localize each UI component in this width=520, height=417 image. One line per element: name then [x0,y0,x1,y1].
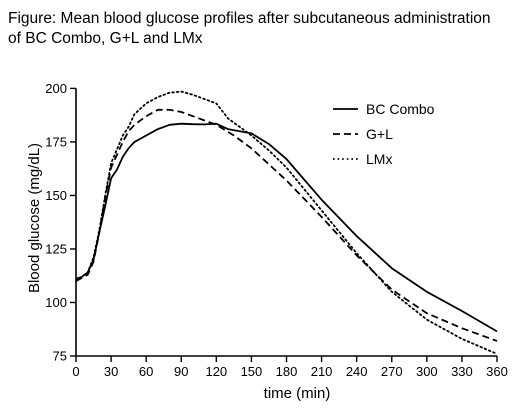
x-tick-label: 300 [416,364,438,379]
x-tick-label: 360 [486,364,508,379]
legend-label: G+L [366,126,393,142]
axes-group: 0 30 60 90 120 150 180 210 240 270 300 330 360 75 100 1… [45,81,508,379]
legend: BC Combo G+L LMx [333,101,435,167]
x-tick-label: 240 [346,364,368,379]
series-line-bc-combo [75,122,498,333]
x-tick-label: 120 [205,364,227,379]
figure-title: Figure: Mean blood glucose profiles afte… [8,9,518,49]
y-tick-label: 125 [45,241,67,256]
legend-label: BC Combo [366,101,435,117]
legend-label: LMx [366,151,392,167]
series-line-lmx [75,90,498,355]
figure-title-line-2: of BC Combo, G+L and LMx [8,30,203,47]
x-tick-label: 0 [72,364,79,379]
x-tick-label: 60 [139,364,153,379]
y-tick-label: 75 [53,349,67,364]
series-lines-group [75,90,498,355]
x-tick-label: 90 [174,364,188,379]
x-tick-label: 150 [241,364,263,379]
figure-title-line-1: Figure: Mean blood glucose profiles afte… [8,10,491,27]
y-tick-label: 200 [45,81,67,96]
y-axis-label: Blood glucose (mg/dL) [26,143,43,293]
y-tick-label: 100 [45,295,67,310]
y-tick-label: 150 [45,188,67,203]
x-tick-label: 180 [276,364,298,379]
x-tick-label: 270 [381,364,403,379]
x-tick-label: 30 [104,364,118,379]
y-tick-label: 175 [45,134,67,149]
x-axis-label: time (min) [264,385,331,402]
series-line-g-l [75,108,498,342]
x-tick-label: 210 [311,364,333,379]
x-tick-label: 330 [451,364,473,379]
